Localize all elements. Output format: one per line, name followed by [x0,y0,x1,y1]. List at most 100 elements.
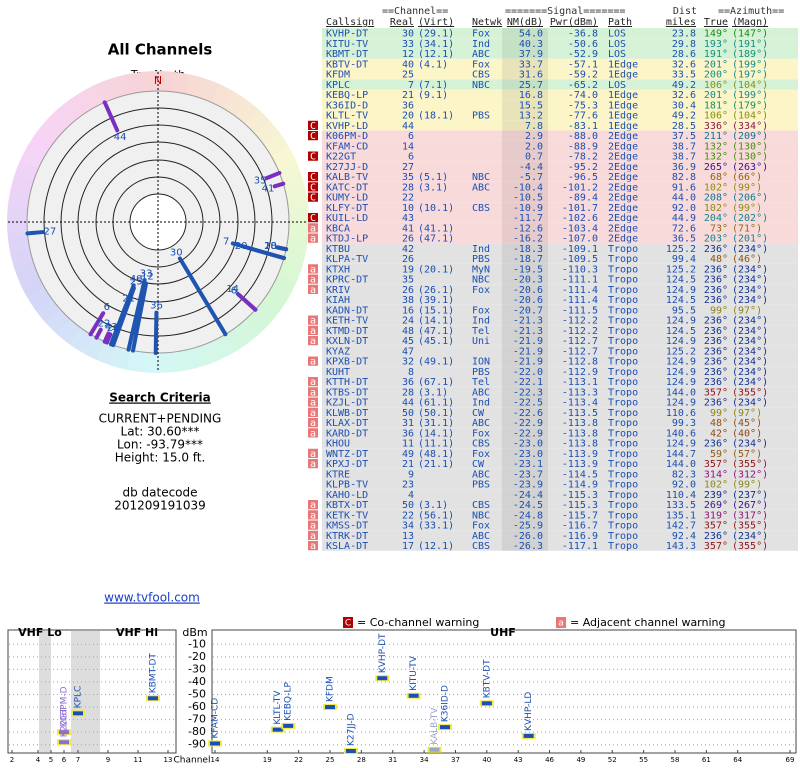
compass-ring [263,133,290,158]
table-cell: Tel [472,326,490,337]
nm-column-shade [502,438,548,449]
warning-badge [308,377,318,387]
table-cell: -113.3 [562,387,598,398]
datecode: 201209191039 [114,499,206,513]
table-cell: -19.5 [513,264,543,275]
table-cell: (234°) [732,398,768,409]
table-cell: KLPB-TV [326,480,368,491]
table-cell: Tropo [608,500,638,511]
table-cell: -111.4 [562,295,598,306]
table-cell: 239° [704,490,728,501]
table-cell: Tropo [608,295,638,306]
table-cell: (104°) [732,80,768,91]
x-tick-label: 13 [164,756,173,764]
table-cell: 15.5 [519,100,543,111]
spoke-label: 21 [122,294,135,305]
table-cell: KTXH [326,264,350,275]
table-cell: -101.2 [562,182,598,193]
table-cell: 124.5 [666,275,696,286]
table-cell: 17 [402,541,414,552]
compass-ring [68,327,93,353]
spoke-label: 43 [105,322,118,333]
row-background [322,274,798,285]
y-tick-label: -40 [188,675,206,688]
column-header: Pwr(dBm) [550,17,598,28]
spoke-label: 22 [98,319,111,330]
row-background [322,212,798,223]
table-cell: 7.8 [525,121,543,132]
table-cell: K27JJ-D [326,162,368,173]
table-cell: -75.3 [568,100,598,111]
table-cell: 144.0 [666,459,696,470]
compass-ring [96,77,119,103]
table-cell: -112.9 [562,367,598,378]
legend-badge [556,617,566,628]
table-cell: (234°) [732,531,768,542]
table-cell: (14.1) [418,316,454,327]
table-cell: (334°) [732,121,768,132]
compass-ring [211,84,235,110]
table-cell: 32.6 [672,59,696,70]
nm-column-shade [502,386,548,397]
table-cell: KALB-TV [326,172,368,183]
warning-marker: a [310,285,316,296]
table-cell: -21.3 [513,326,543,337]
table-cell: Tropo [608,418,638,429]
nm-column-shade [502,499,548,510]
table-cell: 124.9 [666,336,696,347]
table-cell: Fox [472,449,490,460]
table-cell: 2Edge [608,152,638,163]
table-cell: 36.9 [672,162,696,173]
table-cell: KLTL-TV [326,111,368,122]
row-background [322,417,798,428]
table-cell: Tropo [608,480,638,491]
nm-column-shade [502,304,548,315]
site-link[interactable]: www.tvfool.com [104,591,200,605]
uhf-frame [211,629,797,754]
nm-column-shade [502,140,548,151]
signal-spoke [264,170,282,181]
table-cell: (234°) [732,295,768,306]
table-cell: LOS [608,29,626,40]
y-tick-label: -80 [188,725,206,738]
table-cell: 73° [710,223,728,234]
table-cell: 6 [408,152,414,163]
table-cell: 25 [402,70,414,81]
nm-column-shade [502,130,548,141]
legend-marker: a [558,619,564,629]
table-cell: Tropo [608,469,638,480]
table-cell: 49.2 [672,111,696,122]
row-background [322,540,798,551]
table-cell: -21.3 [513,316,543,327]
row-background [322,335,798,346]
y-axis-label: dBm [182,626,207,639]
table-cell: 236° [704,439,728,450]
table-cell: -113.8 [562,418,598,429]
row-background [322,181,798,192]
table-cell: 40 [402,59,414,70]
compass-ring [69,90,94,117]
table-cell: 36 [402,428,414,439]
table-cell: (66°) [732,172,762,183]
table-cell: 132° [704,152,728,163]
table-cell: (355°) [732,541,768,552]
nm-column-shade [502,99,548,110]
spoke-label: 44 [114,132,127,143]
table-cell: 35 [402,172,414,183]
table-cell: 25.7 [519,80,543,91]
table-cell: (179°) [732,100,768,111]
table-cell: 1Edge [608,100,638,111]
table-cell: -112.7 [562,336,598,347]
table-cell: (14.1) [418,428,454,439]
table-cell: (67.1) [418,377,454,388]
table-cell: KUMY-LD [326,193,368,204]
nm-column-shade [502,58,548,69]
table-cell: KTBU [326,244,350,255]
table-cell: 42 [402,244,414,255]
compass-ring [285,235,309,255]
table-cell: -10.5 [513,193,543,204]
warning-badge [308,213,318,223]
table-cell: 99° [710,305,728,316]
